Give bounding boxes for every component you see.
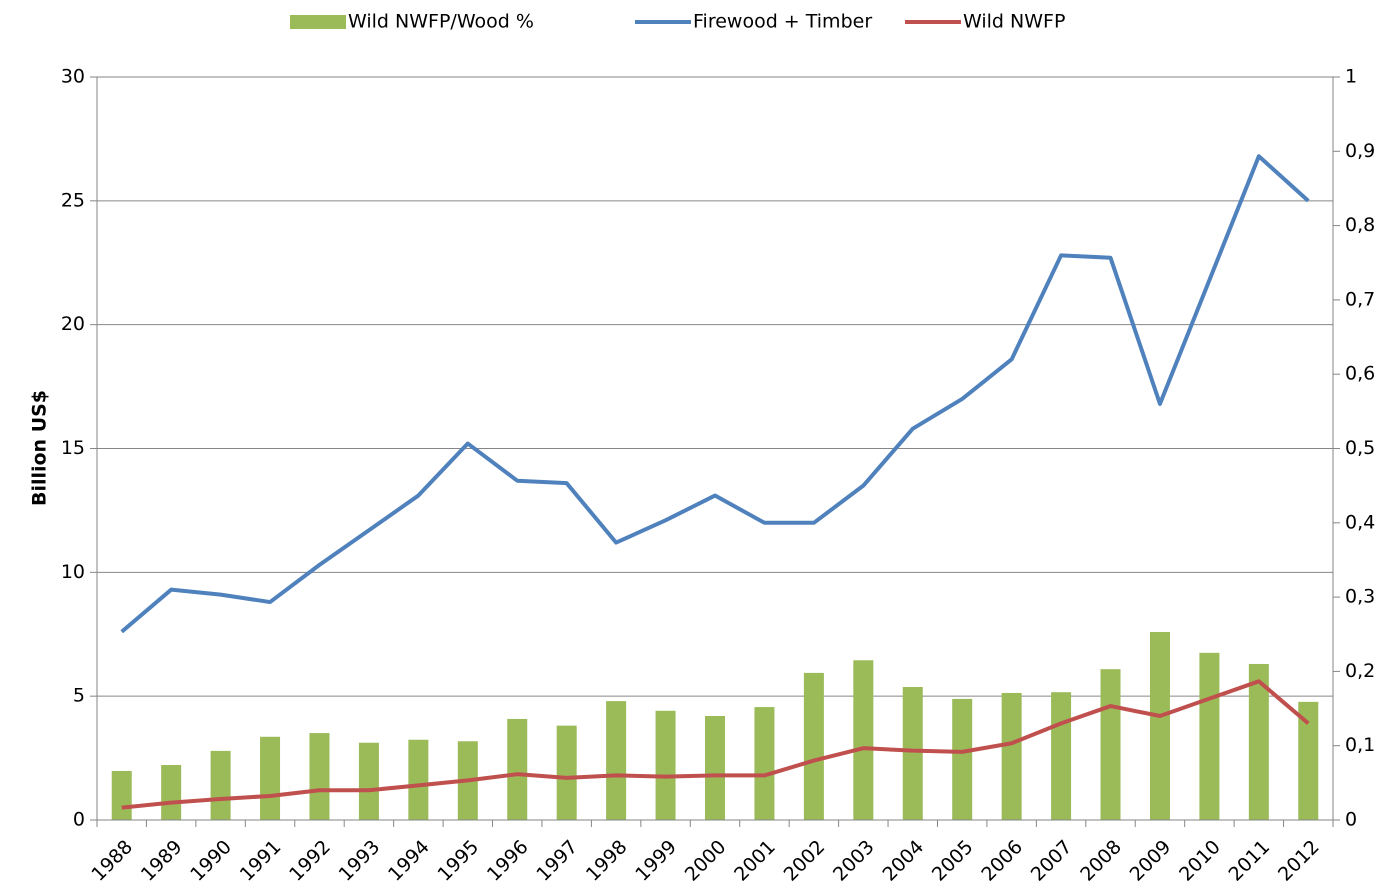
bar <box>1100 669 1121 820</box>
bar <box>507 718 528 820</box>
bar <box>754 707 775 820</box>
y2-tick-label: 0 <box>1345 809 1357 831</box>
y2-tick-label: 0,8 <box>1345 214 1375 236</box>
y-tick-label: 20 <box>61 313 85 335</box>
x-tick-label: 1997 <box>532 836 582 886</box>
y2-tick-label: 0,2 <box>1345 660 1375 682</box>
bar <box>358 742 379 820</box>
bar <box>1248 663 1269 820</box>
x-tick-label: 1996 <box>483 836 533 886</box>
y-tick-label: 10 <box>61 561 85 583</box>
x-tick-label: 1998 <box>582 836 632 886</box>
x-tick-label: 2010 <box>1175 836 1225 886</box>
x-tick-label: 2011 <box>1225 836 1275 886</box>
y2-tick-label: 0,3 <box>1345 586 1375 608</box>
x-tick-label: 1991 <box>236 836 286 886</box>
x-tick-label: 1988 <box>87 836 137 886</box>
legend-label: Wild NWFP <box>963 11 1065 33</box>
bar <box>1199 652 1220 820</box>
x-tick-label: 2009 <box>1126 836 1176 886</box>
y-axis-title: Billion US$ <box>29 390 51 506</box>
y2-tick-label: 0,9 <box>1345 140 1375 162</box>
x-tick-label: 2002 <box>780 836 830 886</box>
x-tick-label: 2004 <box>878 836 928 886</box>
bar <box>902 687 923 820</box>
x-tick-label: 1989 <box>137 836 187 886</box>
bar <box>1298 701 1319 820</box>
bar <box>1001 692 1022 820</box>
x-tick-label: 2012 <box>1274 836 1324 886</box>
bar <box>260 736 281 820</box>
y-tick-label: 30 <box>61 66 85 88</box>
bar <box>111 770 132 820</box>
x-tick-label: 2005 <box>928 836 978 886</box>
line <box>120 154 1310 634</box>
y2-tick-label: 0,7 <box>1345 288 1375 310</box>
legend-label: Wild NWFP/Wood % <box>348 11 534 33</box>
x-tick-label: 1990 <box>186 836 236 886</box>
bar <box>161 765 182 820</box>
x-tick-label: 2000 <box>681 836 731 886</box>
y-tick-label: 5 <box>73 685 85 707</box>
x-tick-label: 1992 <box>285 836 335 886</box>
bar <box>655 710 676 820</box>
bar <box>1051 692 1072 820</box>
bar <box>408 739 429 820</box>
bar <box>705 715 725 820</box>
y-tick-label: 25 <box>61 189 85 211</box>
legend-label: Firewood + Timber <box>693 11 872 33</box>
y2-tick-label: 1 <box>1345 66 1357 88</box>
bar <box>853 660 874 820</box>
y2-tick-label: 0,4 <box>1345 511 1375 533</box>
bar <box>556 725 577 820</box>
x-tick-label: 1994 <box>384 836 434 886</box>
y2-tick-label: 0,5 <box>1345 437 1375 459</box>
legend-swatch <box>290 15 346 29</box>
x-tick-label: 2006 <box>977 836 1027 886</box>
y-tick-label: 0 <box>73 809 85 831</box>
x-tick-label: 2001 <box>730 836 780 886</box>
bar <box>606 701 627 820</box>
x-tick-label: 2007 <box>1027 836 1077 886</box>
line <box>121 679 1310 810</box>
x-tick-label: 1999 <box>631 836 681 886</box>
x-tick-label: 1993 <box>335 836 385 886</box>
bar <box>1149 632 1170 820</box>
bar <box>210 750 231 820</box>
y2-tick-label: 0,1 <box>1345 734 1375 756</box>
y2-tick-label: 0,6 <box>1345 363 1375 385</box>
x-tick-label: 1995 <box>433 836 483 886</box>
y-tick-label: 15 <box>61 437 85 459</box>
bar <box>309 733 330 820</box>
x-tick-label: 2003 <box>829 836 879 886</box>
bar <box>803 672 824 820</box>
x-tick-label: 2008 <box>1076 836 1126 886</box>
bar <box>952 698 973 820</box>
